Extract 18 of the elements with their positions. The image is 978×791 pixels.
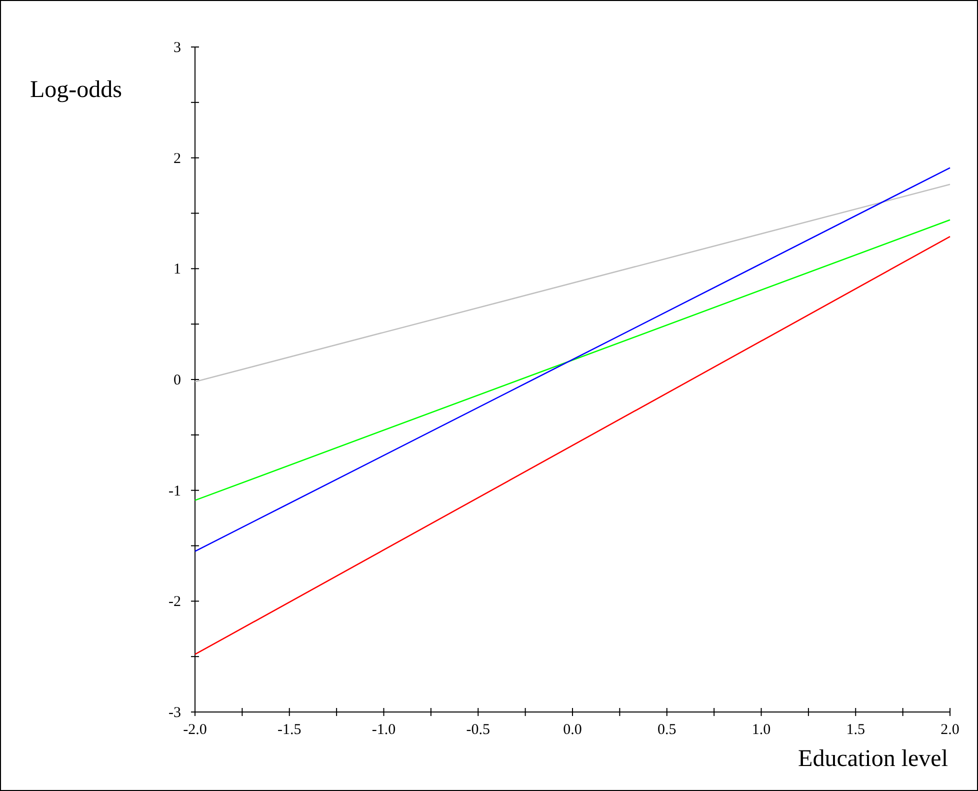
y-tick-label: 2 [174,150,181,167]
x-tick-label: 1.5 [846,722,865,738]
x-tick-label: -0.5 [466,722,490,738]
y-axis-title: Log-odds [30,77,122,103]
y-tick-label: -2 [168,594,181,610]
y-tick-label: -1 [168,483,181,500]
x-tick-label: -1.5 [278,722,302,738]
y-tick-label: 0 [174,372,181,388]
x-tick-label: 0.5 [658,722,676,738]
x-tick-label: 2.0 [940,722,960,738]
x-tick-label: 1.0 [752,722,771,738]
y-tick-label: -3 [168,705,181,721]
y-tick-label: 1 [174,262,181,278]
y-tick-label: 3 [174,40,181,56]
x-tick-label: -2.0 [183,722,207,738]
x-tick-label: 0.0 [563,722,582,738]
x-axis-title: Education level [798,746,948,772]
x-tick-label: -1.0 [372,722,396,738]
